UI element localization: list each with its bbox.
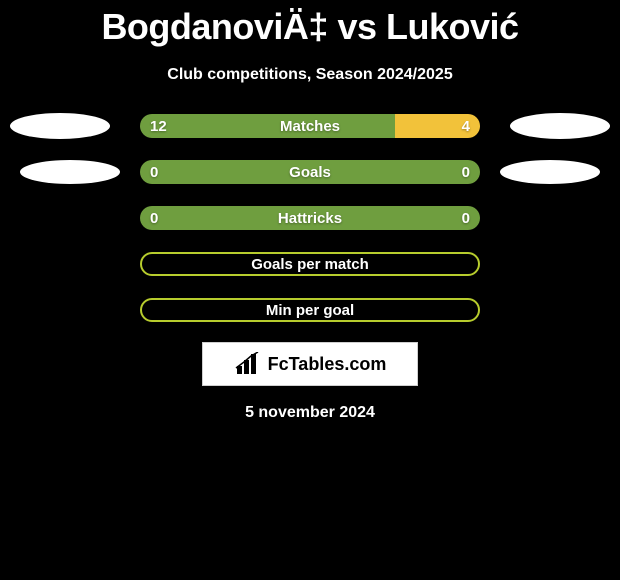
left-ellipse bbox=[10, 113, 110, 139]
right-ellipse bbox=[510, 113, 610, 139]
right-ellipse bbox=[500, 160, 600, 184]
stat-row: Min per goal bbox=[0, 296, 620, 324]
left-ellipse bbox=[20, 160, 120, 184]
bar-left bbox=[140, 114, 395, 138]
left-value: 0 bbox=[150, 160, 158, 184]
stat-row: 00Hattricks bbox=[0, 204, 620, 232]
pill-label: Min per goal bbox=[140, 298, 480, 322]
right-value: 4 bbox=[462, 114, 470, 138]
logo-text: FcTables.com bbox=[268, 354, 387, 375]
logo-box: FcTables.com bbox=[202, 342, 418, 386]
bar-track: 00Goals bbox=[140, 160, 480, 184]
comparison-infographic: BogdanoviÄ‡ vs Luković Club competitions… bbox=[0, 0, 620, 580]
bars-icon bbox=[234, 352, 264, 376]
right-value: 0 bbox=[462, 206, 470, 230]
stat-row: 00Goals bbox=[0, 158, 620, 186]
date-label: 5 november 2024 bbox=[0, 404, 620, 422]
bar-track: 124Matches bbox=[140, 114, 480, 138]
page-title: BogdanoviÄ‡ vs Luković bbox=[0, 0, 620, 48]
bar-left bbox=[140, 160, 480, 184]
left-value: 12 bbox=[150, 114, 167, 138]
bar-left bbox=[140, 206, 480, 230]
subtitle: Club competitions, Season 2024/2025 bbox=[0, 66, 620, 84]
chart-area: 124Matches00Goals00HattricksGoals per ma… bbox=[0, 112, 620, 324]
stat-row: Goals per match bbox=[0, 250, 620, 278]
stat-row: 124Matches bbox=[0, 112, 620, 140]
left-value: 0 bbox=[150, 206, 158, 230]
pill-label: Goals per match bbox=[140, 252, 480, 276]
bar-track: 00Hattricks bbox=[140, 206, 480, 230]
right-value: 0 bbox=[462, 160, 470, 184]
